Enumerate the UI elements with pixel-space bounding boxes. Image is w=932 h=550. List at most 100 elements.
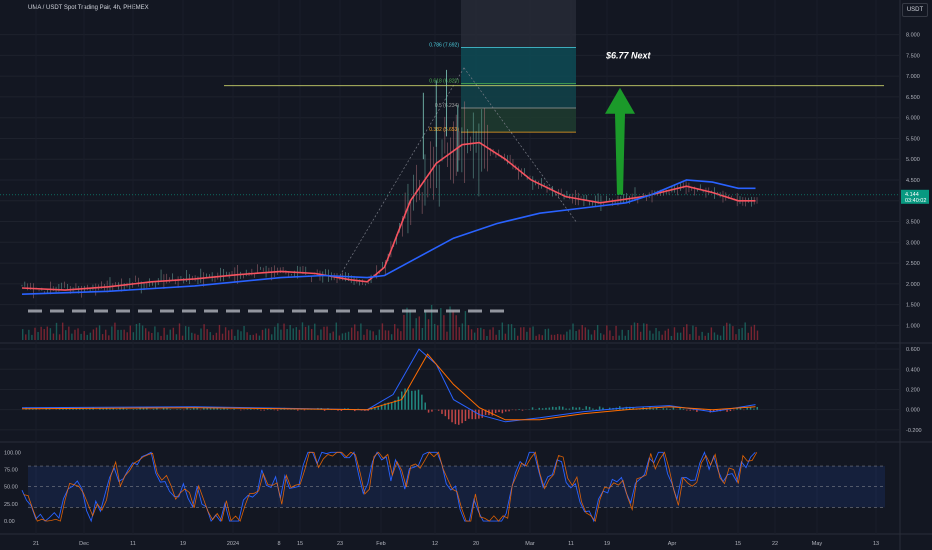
macd-histogram-bar [189,408,192,410]
fib-level-label: 0.382 (5.653) [429,127,459,133]
volume-bar [120,329,122,340]
volume-bar [243,325,245,340]
volume-bar [704,335,706,340]
volume-bar [357,331,359,340]
volume-bar [320,329,322,340]
macd-histogram-bar [354,409,356,412]
volume-bar [43,329,45,340]
macd-histogram-bar [582,408,584,410]
volume-bar [347,331,350,340]
macd-histogram-bar [494,409,497,414]
volume-bar [194,333,196,340]
volume-bar [572,323,574,340]
volume-bar [172,327,175,340]
volume-bar [630,325,633,340]
volume-bar [286,329,288,340]
volume-bar [224,327,227,340]
volume-bar [86,334,88,340]
macd-histogram-bar [156,408,158,410]
macd-histogram-bar [411,390,413,410]
macd-histogram-bar [62,408,64,410]
macd-histogram-bar [417,389,420,410]
macd-histogram-bar [625,406,628,410]
macd-histogram-bar [136,409,138,410]
macd-histogram-bar [377,407,380,410]
volume-bar [633,322,636,340]
volume-bar [289,324,291,340]
volume-bar [590,334,593,340]
volume-bar [366,329,368,340]
volume-bar [480,327,482,340]
macd-tick-label: 0.200 [906,387,920,393]
volume-bar [34,327,36,340]
macd-histogram-bar [421,394,423,410]
macd-histogram-bar [384,403,386,410]
macd-histogram-bar [733,409,735,411]
volume-bar [175,334,178,340]
volume-bar [581,325,583,340]
volume-bar [664,330,666,340]
macd-histogram-bar [169,409,172,410]
volume-bar [578,329,580,340]
macd-histogram-bar [692,409,695,411]
macd-histogram-bar [427,409,430,413]
macd-histogram-bar [447,409,450,420]
volume-bar [304,326,307,340]
macd-histogram-bar [521,409,524,411]
macd-histogram-bar [263,409,265,411]
volume-bar [593,330,596,340]
volume-bar [526,331,528,340]
macd-histogram-bar [585,406,587,410]
macd-histogram-bar [682,408,685,410]
volume-bar [421,328,424,340]
volume-bar [148,331,150,340]
volume-bar [123,329,125,340]
currency-badge[interactable]: USDT [902,3,928,17]
macd-histogram-bar [340,409,343,411]
price-tick-label: 1.000 [906,323,920,329]
volume-bar [658,331,660,340]
macd-histogram-bar [595,409,598,410]
volume-bar [151,332,153,340]
volume-bar [206,329,208,340]
volume-bar [722,326,725,340]
macd-histogram-bar [538,407,541,410]
volume-bar [676,332,679,340]
volume-bar [670,335,673,340]
volume-bar [397,328,399,340]
candles [21,69,758,299]
volume-bar [695,326,697,340]
volume-bar [449,306,451,340]
macd-histogram-bar [223,407,225,410]
macd-histogram-bar [541,408,544,410]
volume-bar [240,331,242,340]
volume-bar [221,333,224,340]
volume-bar [735,334,737,340]
volume-bar [307,325,310,340]
macd-histogram-bar [303,409,306,411]
macd-histogram-bar [504,409,507,412]
volume-bar [261,329,264,340]
time-tick-label: 20 [473,541,479,547]
macd-histogram-bar [749,407,752,410]
stoch-rsi-panel [21,450,885,523]
macd-histogram-bar [665,408,668,410]
macd-histogram-bar [686,409,688,411]
volume-bar [354,324,356,340]
volume-bar [538,334,540,340]
volume-bar [624,335,626,340]
macd-histogram-bar [297,409,299,411]
time-tick-label: 19 [180,541,186,547]
volume-bar [271,334,273,340]
volume-bar [489,329,491,340]
volume-bar [400,331,402,340]
volume-bar [231,329,233,340]
volume-bar [584,327,587,340]
macd-histogram-bar [115,409,118,410]
fib-zone [461,107,576,133]
macd-histogram-bar [209,408,212,410]
volume-bar [713,332,716,340]
time-tick-label: 23 [337,541,343,547]
volume-bar [381,323,384,340]
